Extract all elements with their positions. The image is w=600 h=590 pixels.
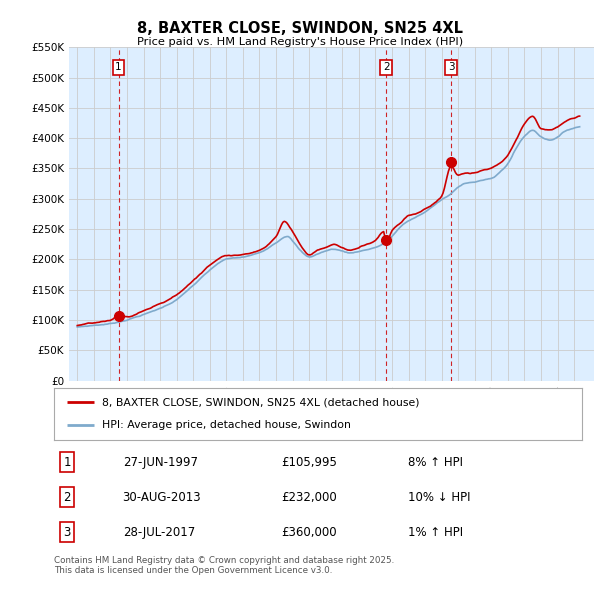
Text: 1% ↑ HPI: 1% ↑ HPI (408, 526, 463, 539)
Text: 1: 1 (64, 455, 71, 468)
Text: HPI: Average price, detached house, Swindon: HPI: Average price, detached house, Swin… (101, 420, 350, 430)
Text: £232,000: £232,000 (281, 490, 337, 504)
Text: 30-AUG-2013: 30-AUG-2013 (122, 490, 201, 504)
Text: 3: 3 (448, 62, 454, 72)
Text: 8, BAXTER CLOSE, SWINDON, SN25 4XL (detached house): 8, BAXTER CLOSE, SWINDON, SN25 4XL (deta… (101, 397, 419, 407)
Text: 1: 1 (115, 62, 122, 72)
Text: Price paid vs. HM Land Registry's House Price Index (HPI): Price paid vs. HM Land Registry's House … (137, 37, 463, 47)
Text: 2: 2 (64, 490, 71, 504)
Text: 8% ↑ HPI: 8% ↑ HPI (408, 455, 463, 468)
Text: 2: 2 (383, 62, 389, 72)
Text: 10% ↓ HPI: 10% ↓ HPI (408, 490, 470, 504)
Text: £105,995: £105,995 (281, 455, 337, 468)
Text: 3: 3 (64, 526, 71, 539)
Text: 8, BAXTER CLOSE, SWINDON, SN25 4XL: 8, BAXTER CLOSE, SWINDON, SN25 4XL (137, 21, 463, 35)
Text: £360,000: £360,000 (281, 526, 337, 539)
Text: 27-JUN-1997: 27-JUN-1997 (122, 455, 197, 468)
Text: 28-JUL-2017: 28-JUL-2017 (122, 526, 195, 539)
Text: Contains HM Land Registry data © Crown copyright and database right 2025.
This d: Contains HM Land Registry data © Crown c… (54, 556, 394, 575)
